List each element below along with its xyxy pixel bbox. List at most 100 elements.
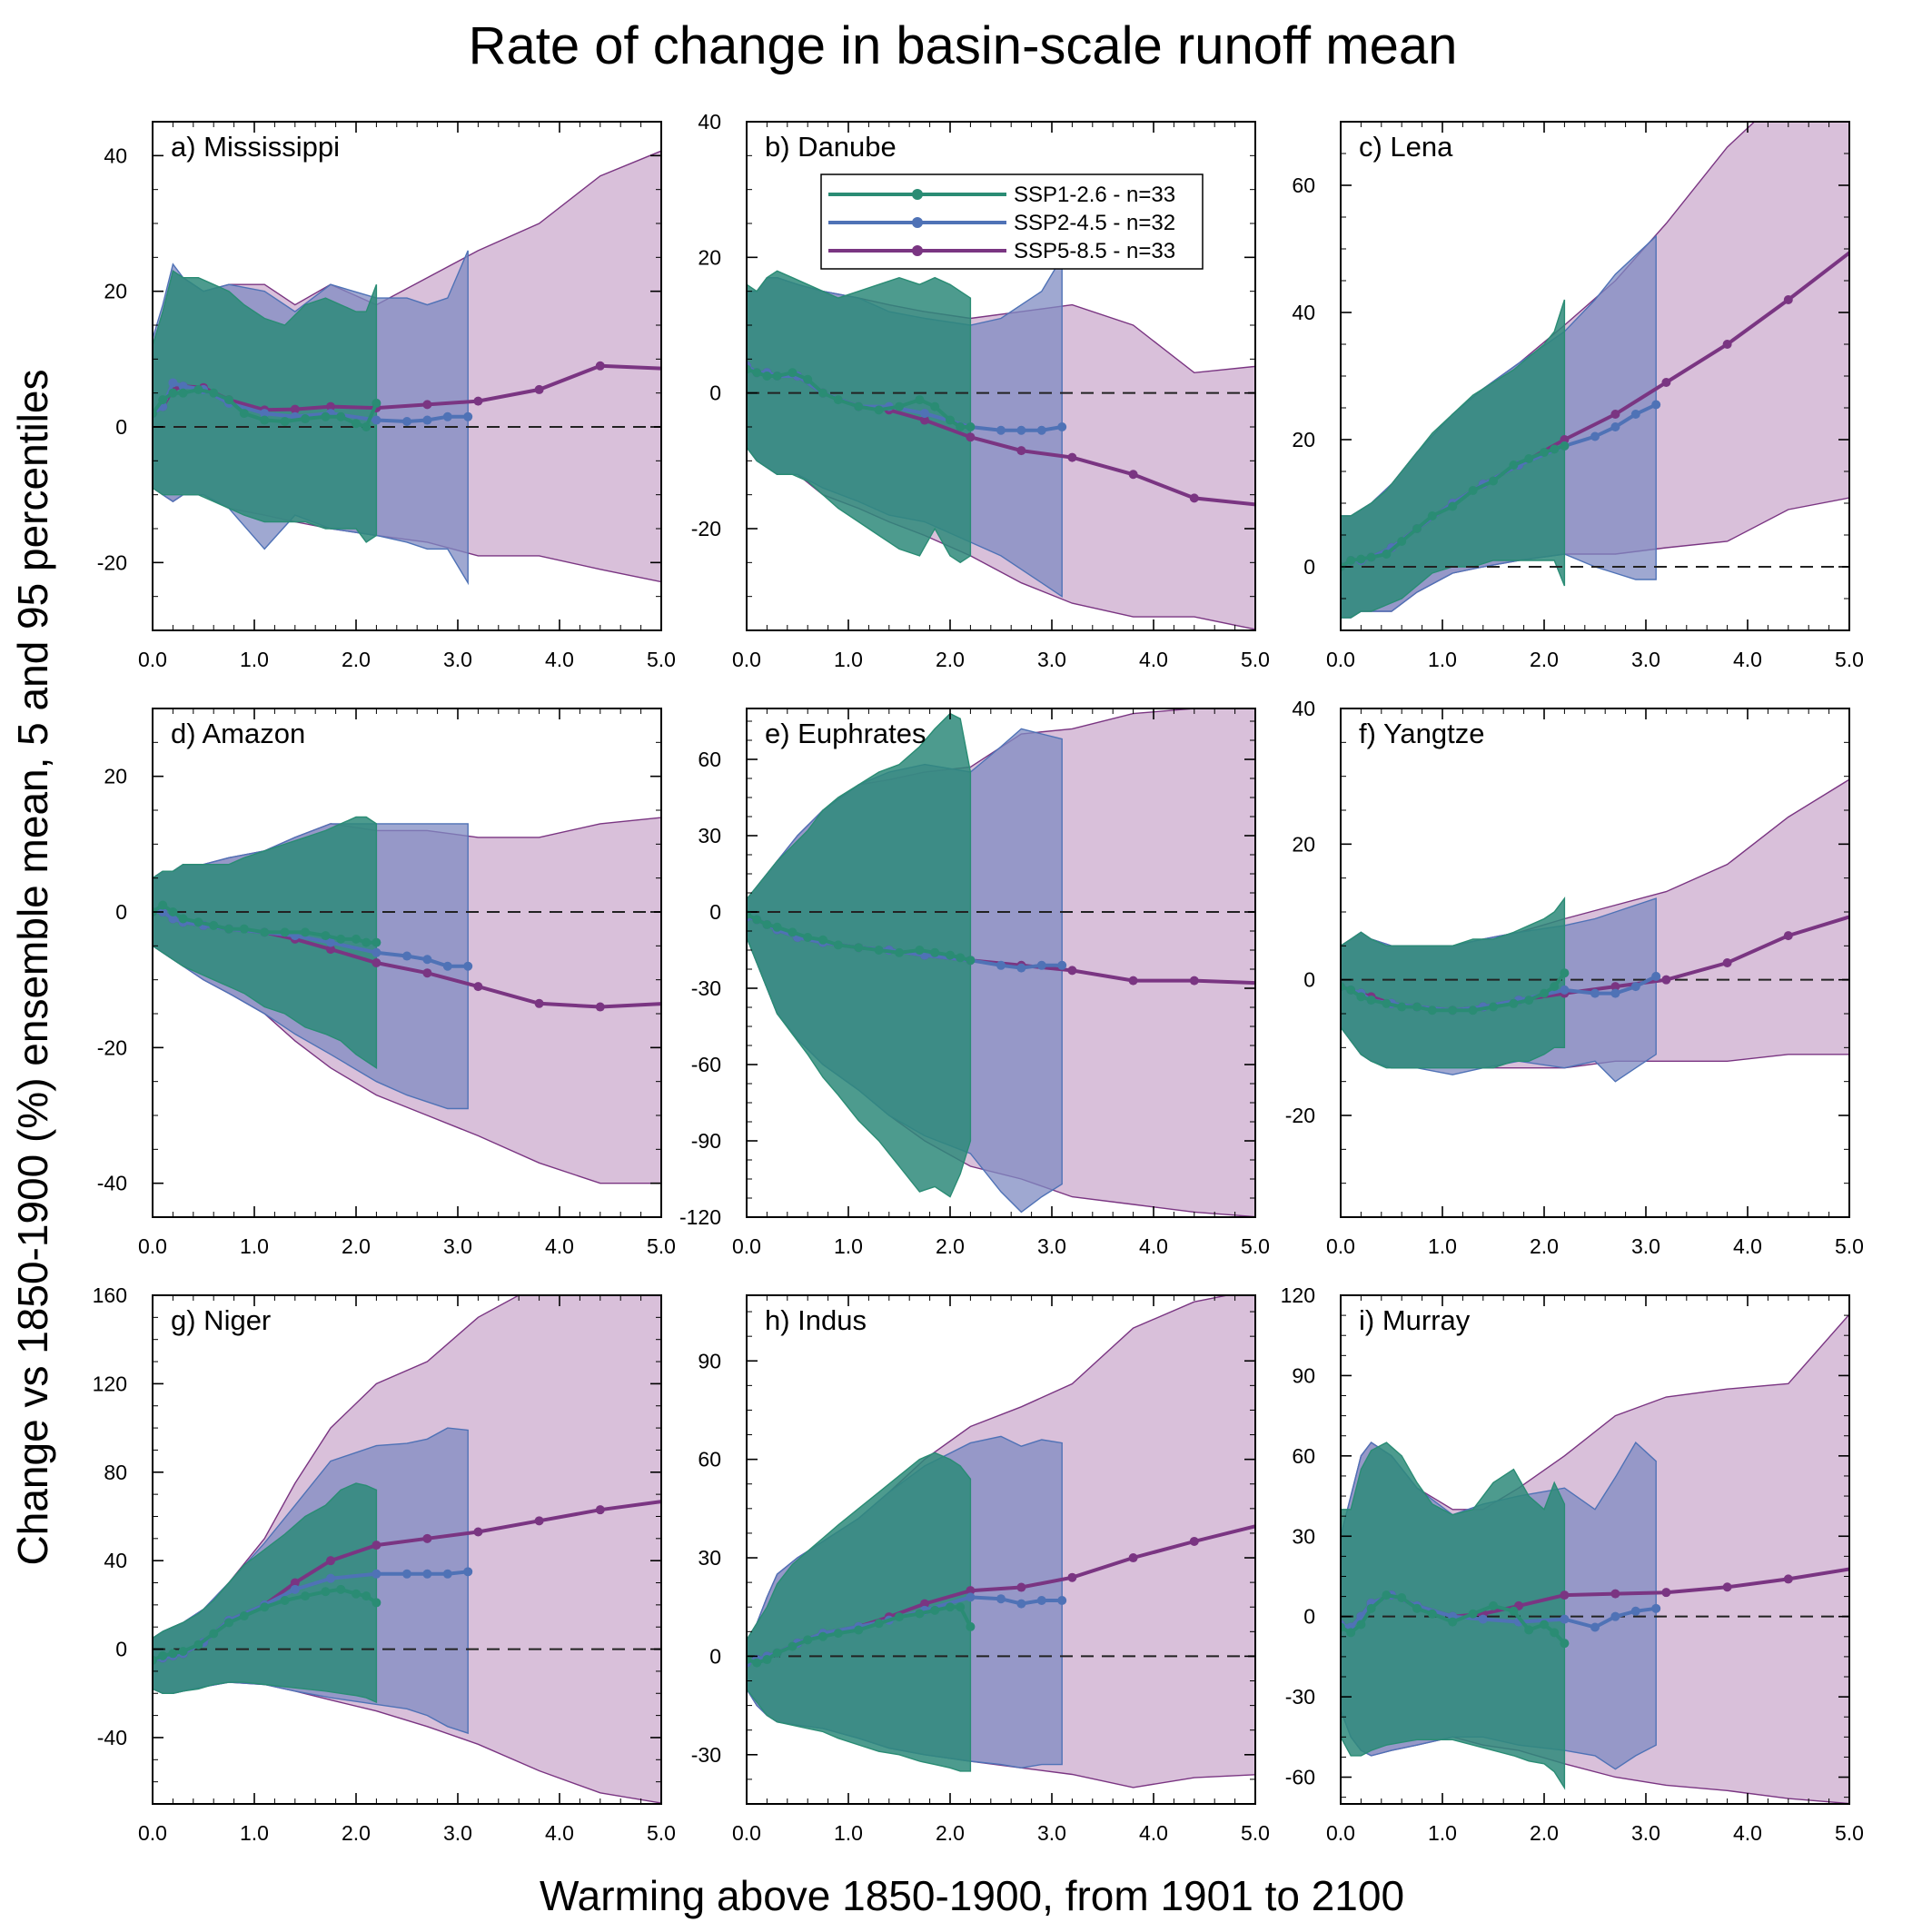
mean-point-ssp126 <box>224 395 233 405</box>
panel-frame <box>746 121 1256 631</box>
mean-point-ssp126 <box>803 933 813 942</box>
mean-point-ssp126 <box>915 946 925 955</box>
band-ssp126 <box>153 1482 378 1704</box>
x-tick-label: 4.0 <box>545 648 574 671</box>
x-tick-label: 5.0 <box>1835 1234 1864 1258</box>
x-tick-label: 1.0 <box>1428 648 1457 671</box>
mean-point-ssp585 <box>1850 1564 1859 1573</box>
mean-point-ssp126 <box>1412 524 1422 533</box>
mean-point-ssp245 <box>326 937 335 947</box>
panel-5: 0.0 1.0 2.0 3.0 4.0 5.0 -20 0 20 40 f) Yangtze <box>1285 697 1864 1258</box>
mean-point-ssp126 <box>372 937 381 947</box>
legend-box <box>820 173 1204 270</box>
mean-point-ssp585 <box>534 1516 544 1526</box>
mean-point-ssp126 <box>260 927 270 937</box>
mean-point-ssp585 <box>1256 1521 1265 1530</box>
x-tick-label: 2.0 <box>342 1234 371 1258</box>
mean-point-ssp126 <box>752 368 762 378</box>
mean-point-ssp585 <box>1067 1572 1077 1582</box>
y-tick-label: -30 <box>691 976 721 1000</box>
mean-point-ssp126 <box>762 372 772 381</box>
panel-frame <box>746 708 1256 1218</box>
mean-point-ssp245 <box>1560 985 1570 995</box>
y-tick-label: 40 <box>1292 301 1315 324</box>
mean-point-ssp245 <box>1610 422 1620 431</box>
mean-point-ssp126 <box>260 415 270 425</box>
y-tick-label: -20 <box>97 1035 127 1059</box>
mean-point-ssp126 <box>352 934 361 944</box>
mean-point-ssp126 <box>1524 454 1534 463</box>
mean-point-ssp126 <box>1382 1590 1392 1600</box>
mean-point-ssp585 <box>372 958 381 967</box>
mean-point-ssp126 <box>1448 1006 1458 1016</box>
mean-point-ssp126 <box>1341 1622 1345 1632</box>
mean-point-ssp126 <box>874 946 884 955</box>
mean-point-ssp245 <box>1478 1614 1488 1624</box>
mean-point-ssp126 <box>1382 550 1392 559</box>
mean-point-ssp126 <box>280 417 290 427</box>
x-tick-label: 3.0 <box>443 1821 472 1845</box>
x-tick-label: 2.0 <box>342 648 371 671</box>
mean-point-ssp126 <box>301 1591 310 1601</box>
mean-point-ssp245 <box>402 951 411 961</box>
mean-point-ssp126 <box>336 411 346 421</box>
mean-point-ssp126 <box>1560 1639 1570 1649</box>
x-tick-label: 0.0 <box>1326 1821 1355 1845</box>
mean-point-ssp126 <box>895 1612 904 1622</box>
panel-frame <box>1340 708 1850 1218</box>
mean-point-ssp585 <box>662 1496 671 1505</box>
y-axis-label: Change vs 1850-1900 (%) ensemble mean, 5… <box>9 370 56 1566</box>
mean-point-ssp126 <box>178 914 188 924</box>
band-ssp126 <box>1341 299 1566 619</box>
mean-point-ssp245 <box>1610 988 1620 998</box>
mean-point-ssp126 <box>1366 996 1376 1006</box>
x-tick-label: 0.0 <box>732 1821 761 1845</box>
mean-point-ssp245 <box>1630 982 1640 992</box>
x-tick-label: 3.0 <box>1037 1234 1066 1258</box>
mean-point-ssp126 <box>1412 1002 1422 1012</box>
panel-1: 0.0 1.0 2.0 3.0 4.0 5.0 -20 0 20 40 b) Danube SSP1-… <box>691 110 1270 671</box>
x-tick-label: 0.0 <box>1326 648 1355 671</box>
y-tick-label: -120 <box>679 1205 721 1229</box>
panel-grid: 0.0 1.0 2.0 3.0 4.0 5.0 -20 0 20 40 a) Mississippi… <box>93 110 1864 1845</box>
y-tick-label: 40 <box>104 144 127 167</box>
x-axis-label: Warming above 1850-1900, from 1901 to 21… <box>540 1872 1404 1919</box>
plot-area <box>747 708 1255 1217</box>
y-tick-label: 40 <box>698 110 721 134</box>
mean-point-ssp245 <box>1036 425 1046 435</box>
y-tick-label: -40 <box>97 1172 127 1195</box>
mean-line-ssp126 <box>153 903 377 945</box>
mean-point-ssp585 <box>1067 966 1077 976</box>
x-tick-label: 3.0 <box>1037 648 1066 671</box>
panel-2: 0.0 1.0 2.0 3.0 4.0 5.0 0 20 40 60 c) Lena <box>1292 121 1864 671</box>
x-tick-label: 0.0 <box>732 648 761 671</box>
y-tick-label: 0 <box>709 900 721 924</box>
mean-point-ssp126 <box>1560 441 1570 451</box>
mean-point-ssp126 <box>747 364 751 374</box>
mean-point-ssp585 <box>473 982 483 992</box>
panel-frame <box>746 1294 1256 1805</box>
y-tick-label: 60 <box>1292 173 1315 197</box>
mean-point-ssp126 <box>915 395 925 405</box>
mean-point-ssp126 <box>362 937 372 947</box>
x-tick-label: 2.0 <box>1530 1234 1559 1258</box>
mean-point-ssp126 <box>1356 992 1366 1002</box>
mean-point-ssp126 <box>168 907 178 916</box>
panel-title: i) Murray <box>1359 1304 1471 1336</box>
mean-point-ssp245 <box>1651 1603 1661 1613</box>
mean-point-ssp126 <box>762 920 772 929</box>
y-tick-label: -20 <box>1285 1104 1315 1127</box>
mean-point-ssp585 <box>326 401 335 411</box>
y-tick-label: 90 <box>1292 1363 1315 1387</box>
plot-area <box>1341 1313 1859 1804</box>
mean-point-ssp126 <box>209 1629 219 1639</box>
x-tick-label: 4.0 <box>1733 1821 1762 1845</box>
panel-frame <box>152 708 662 1218</box>
mean-point-ssp585 <box>1189 493 1199 503</box>
y-tick-label: -60 <box>1285 1766 1315 1789</box>
mean-point-ssp126 <box>1540 448 1549 457</box>
mean-point-ssp585 <box>1189 1536 1199 1546</box>
mean-point-ssp126 <box>895 401 904 411</box>
panel-title: g) Niger <box>171 1304 271 1336</box>
legend-marker <box>912 189 923 200</box>
